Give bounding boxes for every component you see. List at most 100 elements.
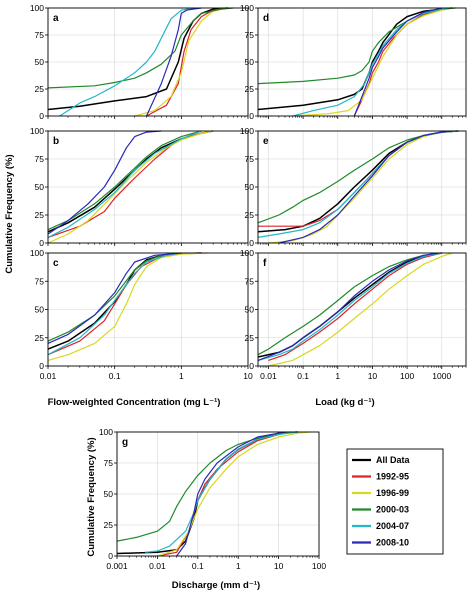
panel-g: 0 25 50 75 100 0.001 0.01 0.1 1 10 100 g (99, 427, 327, 571)
panel-letter: g (122, 437, 128, 448)
series-line-p9699 (157, 431, 311, 557)
y-tick-label: 0 (39, 111, 44, 121)
series-line-p0003 (116, 431, 291, 542)
series-line-p0407 (145, 431, 298, 553)
series-line-p0003 (257, 7, 456, 85)
panel-letter: d (263, 13, 269, 24)
series-line-p0810 (47, 130, 162, 235)
panel-g-x-axis-label: Discharge (mm d⁻¹) (172, 580, 260, 591)
series-line-p0810 (257, 252, 439, 361)
x-tick-label: 0.1 (192, 561, 204, 571)
series-line-p0407 (47, 130, 202, 238)
series-line-p0003 (257, 252, 442, 356)
series-line-p0003 (47, 7, 234, 89)
y-tick-label: 0 (249, 238, 254, 248)
legend-label: 2008-10 (376, 538, 409, 548)
y-tick-label: 100 (30, 126, 44, 136)
series-line-p9295 (258, 130, 453, 227)
x-tick-label: 1 (236, 561, 241, 571)
panel-f: 0 25 50 75 100 0.01 0.1 1 10 100 1000 f (240, 248, 467, 381)
y-tick-label: 50 (35, 182, 45, 192)
x-tick-label: 1 (335, 371, 340, 381)
y-tick-label: 75 (35, 30, 45, 40)
panel-d: 0 25 50 75 100 d (240, 3, 467, 121)
y-tick-label: 75 (35, 154, 45, 164)
y-tick-label: 75 (245, 154, 255, 164)
plot-frame (47, 130, 249, 244)
series-line-p0003 (47, 252, 182, 342)
series-line-p0810 (145, 7, 202, 117)
panel-letter: e (263, 136, 269, 147)
series-line-p9295 (47, 130, 214, 238)
y-tick-label: 25 (35, 333, 45, 343)
x-tick-label: 1000 (432, 371, 451, 381)
x-tick-label: 0.01 (149, 561, 166, 571)
panel-letter: b (53, 136, 59, 147)
plot-frame (257, 252, 467, 367)
y-tick-label: 0 (249, 111, 254, 121)
legend-label: All Data (376, 455, 411, 465)
y-tick-label: 100 (30, 3, 44, 13)
y-tick-label: 100 (99, 427, 113, 437)
panel-letter: f (263, 258, 267, 269)
series-line-p0810 (278, 130, 453, 244)
y-tick-label: 100 (240, 126, 254, 136)
legend-label: 2000-03 (376, 505, 409, 515)
y-tick-label: 25 (245, 84, 255, 94)
y-tick-label: 100 (240, 3, 254, 13)
y-tick-label: 75 (245, 30, 255, 40)
series-line-all (257, 130, 459, 233)
left-x-axis-label: Flow-weighted Concentration (mg L⁻¹) (48, 397, 221, 408)
y-tick-label: 25 (104, 520, 114, 530)
series-line-p0407 (59, 7, 194, 117)
y-tick-label: 75 (245, 276, 255, 286)
series-line-p9295 (157, 431, 291, 557)
series-line-p9295 (268, 252, 442, 361)
legend-box (346, 448, 444, 555)
series-line-p9699 (47, 252, 208, 361)
plot-frame (47, 7, 249, 117)
series-line-p0810 (353, 7, 442, 117)
y-tick-label: 0 (39, 361, 44, 371)
main-y-axis-label: Cumulative Frequency (%) (4, 154, 15, 273)
legend-label: 2004-07 (376, 521, 409, 531)
y-tick-label: 50 (104, 489, 114, 499)
x-tick-label: 100 (312, 561, 326, 571)
series-line-all (257, 7, 453, 111)
right-x-axis-label: Load (kg d⁻¹) (315, 397, 374, 408)
plot-frame (257, 130, 467, 244)
plot-frame (257, 7, 467, 117)
x-tick-label: 0.01 (260, 371, 277, 381)
plot-frame (116, 431, 320, 557)
panel-c: 0 25 50 75 100 0.01 0.1 1 10 c (30, 248, 253, 381)
x-tick-label: 100 (400, 371, 414, 381)
y-tick-label: 100 (240, 248, 254, 258)
y-tick-label: 50 (245, 57, 255, 67)
x-tick-label: 10 (243, 371, 253, 381)
legend: All Data 1992-95 1996-99 2000-03 2004-07 2008… (346, 448, 444, 555)
y-tick-label: 25 (245, 333, 255, 343)
x-tick-label: 0.1 (297, 371, 309, 381)
y-tick-label: 0 (108, 551, 113, 561)
plot-frame (47, 252, 249, 367)
y-tick-label: 75 (35, 276, 45, 286)
legend-label: 1996-99 (376, 488, 409, 498)
series-line-p9699 (268, 130, 459, 244)
y-tick-label: 50 (35, 57, 45, 67)
y-tick-label: 50 (245, 305, 255, 315)
y-tick-label: 100 (30, 248, 44, 258)
panel-letter: c (53, 258, 59, 269)
series-line-p0003 (257, 130, 459, 224)
y-tick-label: 25 (245, 210, 255, 220)
series-line-p0810 (176, 431, 286, 557)
series-line-p0407 (257, 252, 442, 361)
x-tick-label: 0.01 (40, 371, 57, 381)
y-tick-label: 0 (249, 361, 254, 371)
panel-b: 0 25 50 75 100 b (30, 126, 249, 248)
series-line-p9699 (134, 7, 229, 117)
series-line-p9699 (47, 130, 214, 244)
legend-label: 1992-95 (376, 472, 409, 482)
series-line-all (47, 252, 202, 350)
y-tick-label: 50 (35, 305, 45, 315)
